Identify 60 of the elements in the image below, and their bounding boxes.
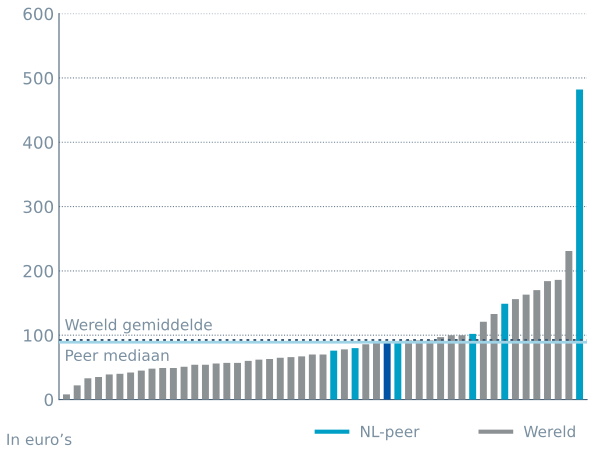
bar (63, 394, 70, 400)
bar (138, 370, 145, 400)
ref-line-label: Peer mediaan (66, 349, 168, 362)
legend-label: NL-peer (361, 426, 420, 440)
bar (576, 90, 584, 400)
bar (469, 334, 476, 400)
bar (372, 342, 380, 400)
bar (170, 368, 177, 400)
bar (490, 314, 498, 400)
bar (512, 299, 519, 400)
bar (148, 368, 156, 400)
bar (480, 322, 487, 400)
y-tick-label: 500 (24, 72, 54, 85)
bar (448, 335, 455, 400)
bar (458, 335, 466, 400)
bar (320, 354, 326, 400)
bar (212, 364, 220, 400)
bar (426, 340, 434, 400)
bar (191, 364, 198, 400)
bar (340, 349, 348, 400)
bar (352, 348, 359, 400)
bar (95, 377, 102, 400)
bar (330, 350, 338, 400)
bar (533, 290, 540, 400)
bar (437, 337, 444, 400)
bar (554, 280, 562, 400)
legend-label: Wereld (524, 425, 575, 438)
bar (308, 354, 316, 400)
bar (384, 342, 391, 400)
bar (127, 372, 134, 400)
bar (180, 366, 188, 400)
bar (522, 294, 530, 400)
bar (287, 357, 294, 400)
bar (202, 364, 209, 400)
y-tick-label: 400 (23, 136, 54, 149)
bar (362, 344, 370, 400)
bar (298, 356, 306, 400)
bar (74, 385, 81, 400)
bar (276, 358, 284, 400)
y-tick-label: 0 (44, 393, 54, 406)
bar (394, 342, 402, 400)
ref-line-label: Wereld gemiddelde (65, 318, 212, 334)
bar (565, 250, 572, 400)
bar (116, 374, 124, 400)
bar (159, 368, 166, 400)
bar (84, 378, 92, 400)
bar (255, 360, 262, 400)
bar (244, 360, 252, 400)
bar (266, 359, 274, 400)
bar (234, 362, 241, 400)
y-tick-label: 200 (24, 264, 54, 278)
bar (501, 304, 508, 400)
y-tick-label: 100 (24, 329, 54, 342)
bar (223, 362, 230, 400)
bar (405, 340, 412, 400)
bar (544, 281, 551, 400)
bar (106, 374, 113, 400)
text: In euro’s (7, 434, 72, 446)
y-tick-label: 300 (24, 200, 54, 214)
y-tick-label: 600 (23, 8, 54, 20)
